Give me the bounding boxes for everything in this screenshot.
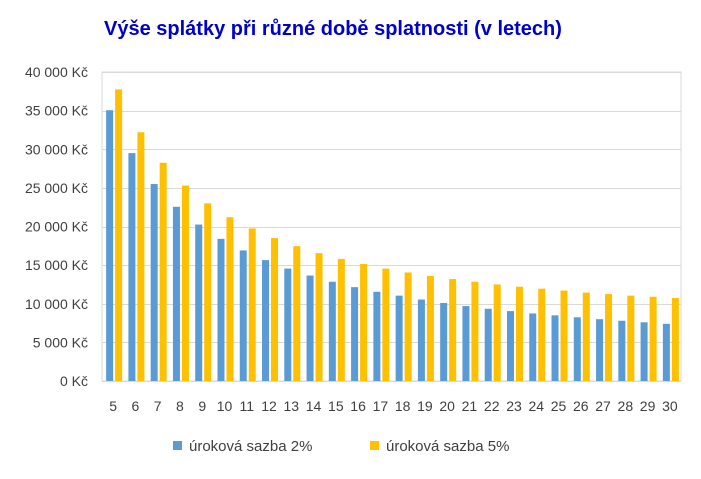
x-tick-label: 18 <box>395 398 411 414</box>
x-tick-label: 19 <box>417 398 433 414</box>
bar-rate-5 <box>671 297 679 381</box>
x-tick-label: 17 <box>373 398 389 414</box>
bar-rate-5 <box>404 272 412 381</box>
bar-rate-5 <box>560 290 568 381</box>
bar-rate-5 <box>426 275 434 381</box>
bar-rate-2 <box>351 287 359 381</box>
x-tick-label: 8 <box>176 398 184 414</box>
bar-rate-2 <box>573 317 581 381</box>
x-tick-label: 5 <box>109 398 117 414</box>
y-tick-label: 30 000 Kč <box>25 141 88 157</box>
x-tick-label: 6 <box>132 398 140 414</box>
x-tick-label: 20 <box>439 398 455 414</box>
legend: úroková sazba 2% úroková sazba 5% <box>173 438 509 455</box>
y-tick-label: 5 000 Kč <box>33 334 88 350</box>
bar-rate-2 <box>440 302 448 381</box>
bar-rate-2 <box>640 322 648 381</box>
bar-rate-5 <box>515 286 523 381</box>
bar-series <box>106 89 679 382</box>
bar-rate-5 <box>493 284 501 381</box>
bar-rate-2 <box>529 313 537 381</box>
bar-rate-5 <box>137 132 145 381</box>
bar-rate-2 <box>150 184 158 381</box>
bar-rate-5 <box>605 294 613 381</box>
x-tick-label: 29 <box>640 398 656 414</box>
bar-rate-2 <box>262 260 270 381</box>
x-axis-tick-labels: 5 6 7 8 9 10 11 12 13 14 15 16 17 18 19 20 21 22 23 24 25 26 2… <box>109 398 678 414</box>
x-tick-label: 27 <box>595 398 611 414</box>
x-tick-label: 16 <box>350 398 366 414</box>
bar-rate-5 <box>181 185 189 381</box>
bar-rate-5 <box>382 268 390 381</box>
bar-rate-5 <box>226 217 234 381</box>
bar-rate-5 <box>293 246 301 381</box>
bar-rate-5 <box>582 292 590 381</box>
bar-rate-5 <box>360 263 368 381</box>
bar-rate-2 <box>128 153 136 381</box>
y-tick-label: 20 000 Kč <box>25 219 88 235</box>
y-tick-label: 10 000 Kč <box>25 296 88 312</box>
x-tick-label: 22 <box>484 398 500 414</box>
bar-rate-5 <box>271 238 279 381</box>
chart-title: Výše splátky při různé době splatnosti (… <box>104 18 562 40</box>
x-tick-label: 7 <box>154 398 162 414</box>
bar-rate-5 <box>337 258 345 381</box>
bar-rate-2 <box>328 281 336 381</box>
bar-rate-2 <box>373 291 381 381</box>
y-tick-label: 0 Kč <box>60 373 88 389</box>
x-tick-label: 10 <box>217 398 233 414</box>
bar-rate-5 <box>315 253 323 381</box>
x-tick-label: 13 <box>283 398 299 414</box>
bar-rate-5 <box>159 162 167 381</box>
x-tick-label: 26 <box>573 398 589 414</box>
bar-rate-5 <box>115 89 123 381</box>
bar-rate-2 <box>395 295 403 381</box>
x-tick-label: 24 <box>528 398 544 414</box>
y-tick-label: 35 000 Kč <box>25 103 88 119</box>
x-tick-label: 14 <box>306 398 322 414</box>
x-tick-label: 23 <box>506 398 522 414</box>
y-axis-tick-labels: 0 Kč 5 000 Kč 10 000 Kč 15 000 Kč 20 000 Kč 2… <box>25 64 88 389</box>
legend-swatch <box>173 441 182 450</box>
bar-rate-5 <box>248 228 256 381</box>
bar-rate-2 <box>417 299 425 381</box>
x-tick-label: 12 <box>261 398 277 414</box>
bar-rate-2 <box>596 319 604 381</box>
bar-rate-5 <box>627 295 635 381</box>
y-tick-label: 40 000 Kč <box>25 64 88 80</box>
bar-rate-2 <box>662 323 670 381</box>
x-tick-label: 15 <box>328 398 344 414</box>
bar-rate-2 <box>106 110 114 382</box>
legend-label: úroková sazba 2% <box>189 438 312 455</box>
bar-rate-2 <box>462 306 470 381</box>
bar-rate-5 <box>204 203 212 381</box>
bar-rate-2 <box>551 315 559 381</box>
legend-swatch <box>370 441 379 450</box>
bar-rate-5 <box>538 288 546 381</box>
y-tick-label: 25 000 Kč <box>25 180 88 196</box>
bar-rate-2 <box>484 308 492 381</box>
x-tick-label: 21 <box>462 398 478 414</box>
x-tick-label: 11 <box>239 398 254 414</box>
bar-rate-5 <box>471 281 479 381</box>
bar-rate-2 <box>506 311 514 381</box>
bar-rate-2 <box>217 238 225 381</box>
x-tick-label: 9 <box>198 398 206 414</box>
y-tick-label: 15 000 Kč <box>25 257 88 273</box>
bar-rate-2 <box>284 268 292 381</box>
bar-rate-5 <box>449 279 457 381</box>
x-tick-label: 28 <box>618 398 634 414</box>
bar-rate-2 <box>172 206 180 381</box>
legend-label: úroková sazba 5% <box>386 438 509 455</box>
bar-rate-2 <box>618 320 626 381</box>
bar-rate-2 <box>195 224 203 381</box>
bar-rate-5 <box>649 296 657 381</box>
bar-rate-2 <box>239 250 247 381</box>
x-tick-label: 25 <box>551 398 567 414</box>
bar-rate-2 <box>306 275 314 381</box>
x-tick-label: 30 <box>662 398 678 414</box>
